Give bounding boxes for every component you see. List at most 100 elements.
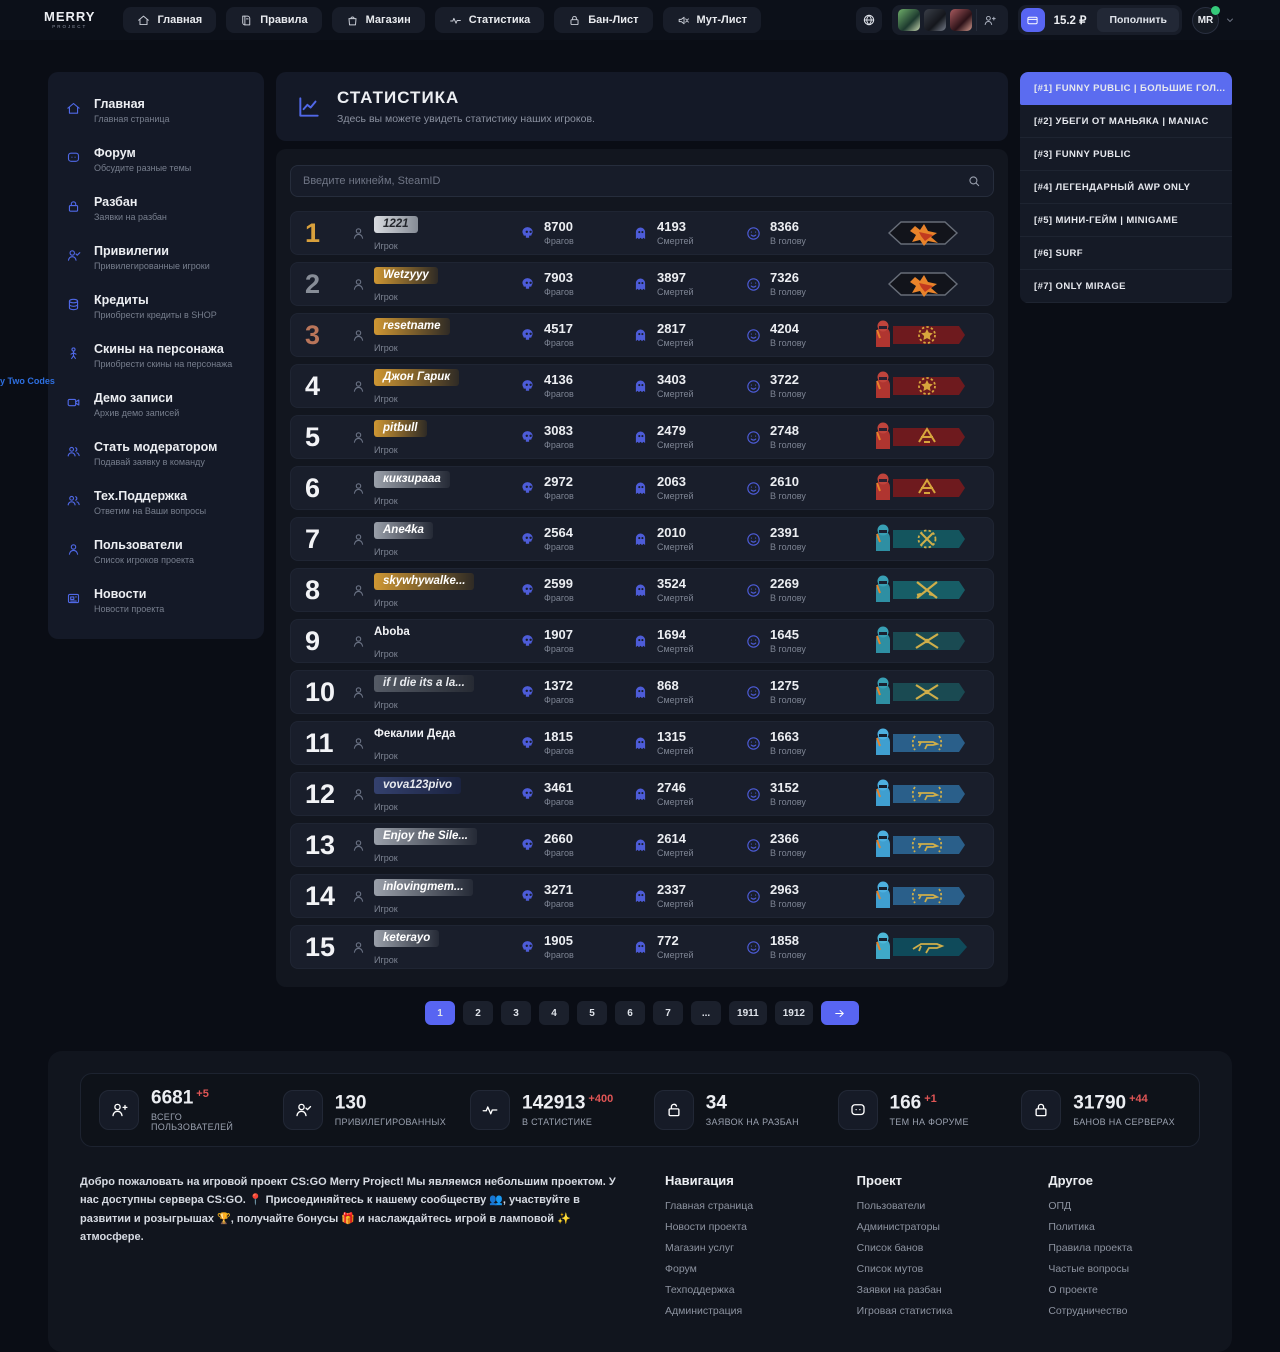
nav-button[interactable]: Главная — [123, 7, 217, 33]
sidebar-item[interactable]: Главная Главная страница — [48, 86, 264, 135]
page-button[interactable]: ... — [691, 1001, 722, 1025]
add-friend-button[interactable] — [975, 9, 1002, 31]
deaths-label: Смертей — [657, 236, 694, 246]
footer-link[interactable]: Частые вопросы — [1048, 1263, 1130, 1276]
headshots-value: 1858 — [770, 933, 799, 948]
topup-button[interactable]: Пополнить — [1097, 8, 1179, 32]
server-tab[interactable]: [#6] SURF — [1020, 237, 1232, 270]
footer-link[interactable]: Администраторы — [856, 1221, 940, 1234]
player-row[interactable]: 13 Enjoy the Sile... Игрок 2660 — [290, 823, 994, 867]
player-row[interactable]: 15 keterayo Игрок 1905 — [290, 925, 994, 969]
footer-link[interactable]: Администрация — [665, 1305, 743, 1318]
footer-link[interactable]: Политика — [1048, 1221, 1095, 1234]
sidebar-item[interactable]: Пользователи Список игроков проекта — [48, 527, 264, 576]
page-button[interactable]: 1911 — [729, 1001, 767, 1025]
footer-link[interactable]: Сотрудничество — [1048, 1305, 1128, 1318]
deaths-cell: 3897 Смертей — [632, 271, 745, 297]
footer-link[interactable]: Игровая статистика — [856, 1305, 953, 1318]
footer-link[interactable]: Пользователи — [856, 1200, 926, 1213]
footer-link[interactable]: Заявки на разбан — [856, 1284, 942, 1297]
sidebar-item[interactable]: Стать модератором Подавай заявку в коман… — [48, 429, 264, 478]
server-tab[interactable]: [#3] FUNNY PUBLIC — [1020, 138, 1232, 171]
player-row[interactable]: 10 if I die its a la... Игрок 1372 — [290, 670, 994, 714]
server-tab[interactable]: [#1] FUNNY PUBLIC | БОЛЬШИЕ ГОЛ... — [1020, 72, 1232, 105]
ghost-icon — [632, 786, 649, 803]
footer-link[interactable]: Новости проекта — [665, 1221, 748, 1234]
footer-link[interactable]: ОПД — [1048, 1200, 1072, 1213]
server-tab[interactable]: [#7] ONLY MIRAGE — [1020, 270, 1232, 303]
player-cell: Ane4ka Игрок — [351, 521, 519, 557]
player-row[interactable]: 1 1221 Игрок 8700 Фраг — [290, 211, 994, 255]
sidebar-item[interactable]: Новости Новости проекта — [48, 576, 264, 625]
page-button[interactable]: 4 — [539, 1001, 570, 1025]
player-row[interactable]: 7 Ane4ka Игрок 2564 Фр — [290, 517, 994, 561]
page-button[interactable]: 6 — [615, 1001, 646, 1025]
player-row[interactable]: 2 Wetzyyy Игрок 7903 Ф — [290, 262, 994, 306]
sidebar-item[interactable]: Скины на персонажа Приобрести скины на п… — [48, 331, 264, 380]
stat-delta: +5 — [196, 1088, 209, 1100]
footer-link[interactable]: Правила проекта — [1048, 1242, 1133, 1255]
stat-value: 31790 — [1073, 1092, 1127, 1114]
page-button[interactable]: 5 — [577, 1001, 608, 1025]
player-row[interactable]: 9 Aboba Игрок 1907 Фра — [290, 619, 994, 663]
sidebar-item[interactable]: Привилегии Привилегированные игроки — [48, 233, 264, 282]
headshots-cell: 2610 В голову — [745, 475, 858, 501]
page-button[interactable]: 1912 — [774, 1001, 813, 1025]
frags-label: Фрагов — [544, 950, 574, 960]
deaths-cell: 1694 Смертей — [632, 628, 745, 654]
language-globe-button[interactable] — [855, 7, 882, 33]
search-input[interactable] — [303, 175, 967, 187]
sidebar-item[interactable]: Кредиты Приобрести кредиты в SHOP — [48, 282, 264, 331]
user-menu[interactable]: MR — [1192, 5, 1236, 34]
page-button[interactable]: 3 — [501, 1001, 532, 1025]
server-tab[interactable]: [#2] УБЕГИ ОТ МАНЬЯКА | MANIAC — [1020, 105, 1232, 138]
footer-link[interactable]: Список банов — [856, 1242, 924, 1255]
page-button[interactable]: 1 — [425, 1001, 456, 1025]
page-button[interactable]: 2 — [463, 1001, 494, 1025]
frags-value: 1905 — [544, 933, 573, 948]
nav-button-label: Магазин — [365, 14, 411, 26]
player-row[interactable]: 11 Фекалии Деда Игрок 1815 — [290, 721, 994, 765]
frags-label: Фрагов — [544, 746, 574, 756]
nav-button[interactable]: Бан-Лист — [554, 7, 653, 33]
friend-avatar[interactable] — [923, 9, 946, 31]
sidebar-item[interactable]: Разбан Заявки на разбан — [48, 184, 264, 233]
frags-value: 8700 — [544, 219, 573, 234]
page-button[interactable]: 7 — [653, 1001, 684, 1025]
sidebar-item-title: Форум — [94, 146, 136, 160]
player-row[interactable]: 12 vova123pivo Игрок 3461 — [290, 772, 994, 816]
footer-link[interactable]: Форум — [665, 1263, 697, 1276]
player-row[interactable]: 14 inlovingmem... Игрок 3271 — [290, 874, 994, 918]
nav-button[interactable]: Мут-Лист — [662, 7, 761, 33]
player-row[interactable]: 5 pitbull Игрок 3083 Ф — [290, 415, 994, 459]
nav-button[interactable]: Магазин — [331, 7, 425, 33]
footer-link[interactable]: Главная страница — [665, 1200, 754, 1213]
sidebar-item[interactable]: Демо записи Архив демо записей — [48, 380, 264, 429]
footer-link[interactable]: Список мутов — [856, 1263, 924, 1276]
sidebar-item[interactable]: Форум Обсудите разные темы — [48, 135, 264, 184]
wallet-card-icon[interactable] — [1020, 8, 1045, 32]
logo[interactable]: MERRY PROJECT — [44, 10, 95, 30]
deaths-label: Смертей — [657, 491, 694, 501]
server-tab[interactable]: [#4] ЛЕГЕНДАРНЫЙ AWP ONLY — [1020, 171, 1232, 204]
friend-avatar[interactable] — [897, 9, 920, 31]
search-icon[interactable] — [967, 174, 981, 188]
server-tab[interactable]: [#5] МИНИ-ГЕЙМ | MINIGAME — [1020, 204, 1232, 237]
footer-link[interactable]: Магазин услуг — [665, 1242, 735, 1255]
player-row[interactable]: 3 resetname Игрок 4517 — [290, 313, 994, 357]
player-row[interactable]: 8 skywhywalke... Игрок 2599 — [290, 568, 994, 612]
player-row[interactable]: 4 Джон Гарик Игрок 4136 — [290, 364, 994, 408]
footer-link[interactable]: Техподдержка — [665, 1284, 735, 1297]
sidebar-item[interactable]: Тех.Поддержка Ответим на Ваши вопросы — [48, 478, 264, 527]
player-row[interactable]: 6 кикзирааа Игрок 2972 — [290, 466, 994, 510]
nav-button[interactable]: Статистика — [434, 7, 545, 33]
next-page-button[interactable] — [820, 1001, 859, 1025]
headshots-label: В голову — [770, 491, 806, 501]
deaths-cell: 2010 Смертей — [632, 526, 745, 552]
friend-avatar[interactable] — [949, 9, 972, 31]
footer-link[interactable]: О проекте — [1048, 1284, 1098, 1297]
rank-badge-image — [871, 216, 975, 250]
frags-cell: 1905 Фрагов — [519, 934, 632, 960]
player-label: Игрок — [374, 240, 398, 251]
nav-button[interactable]: Правила — [226, 7, 322, 33]
